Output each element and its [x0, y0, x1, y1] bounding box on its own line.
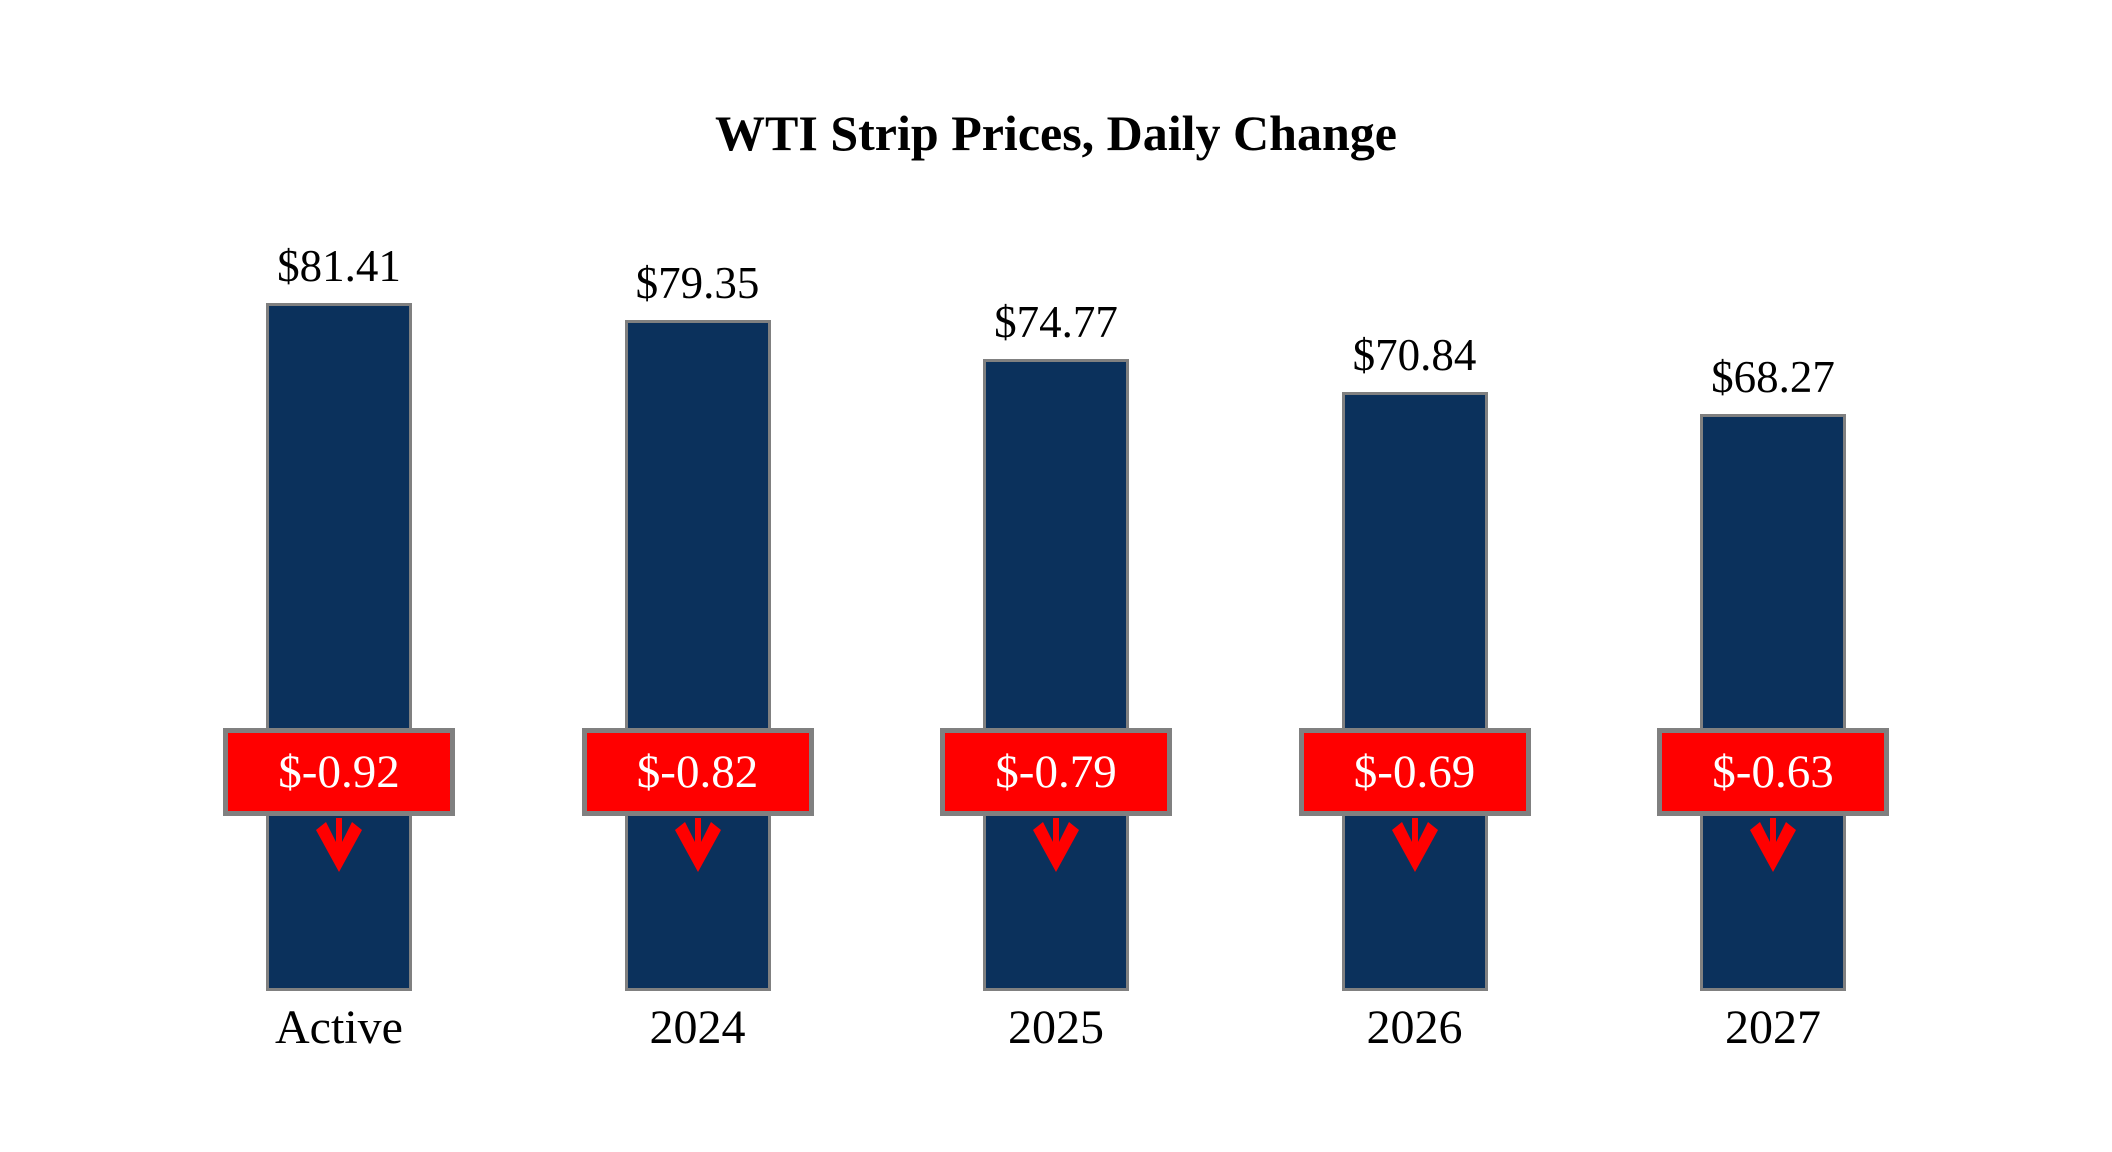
- category-label: 2025: [1008, 1001, 1104, 1054]
- down-arrow-icon: [1030, 818, 1082, 874]
- bar-value-label: $68.27: [1711, 352, 1835, 402]
- down-arrow-icon: [672, 818, 724, 874]
- bar-value-label: $74.77: [994, 297, 1118, 347]
- bar: [1700, 414, 1846, 991]
- bar: [1341, 392, 1488, 991]
- bar-value-label: $79.35: [635, 258, 760, 308]
- bar: [266, 303, 412, 991]
- bar: [624, 320, 771, 991]
- daily-change-badge: $-0.82: [581, 728, 814, 816]
- daily-change-badge: $-0.69: [1298, 728, 1531, 816]
- daily-change-badge: $-0.79: [940, 728, 1172, 816]
- bar: [983, 359, 1129, 991]
- category-label: 2026: [1366, 1001, 1463, 1054]
- daily-change-badge: $-0.63: [1657, 728, 1889, 816]
- bar-value-label: $81.41: [277, 241, 401, 291]
- daily-change-badge: $-0.92: [223, 728, 455, 816]
- category-label: Active: [275, 1001, 403, 1054]
- category-label: 2024: [649, 1001, 746, 1054]
- down-arrow-icon: [1389, 818, 1441, 874]
- bar-value-label: $70.84: [1352, 330, 1477, 380]
- down-arrow-icon: [1747, 818, 1799, 874]
- chart-title: WTI Strip Prices, Daily Change: [715, 105, 1397, 161]
- down-arrow-icon: [313, 818, 365, 874]
- category-label: 2027: [1725, 1001, 1821, 1054]
